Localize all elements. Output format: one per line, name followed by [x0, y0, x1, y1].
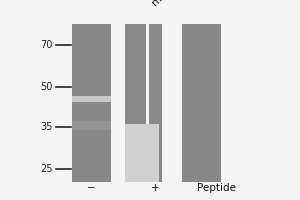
Text: Peptide: Peptide: [196, 183, 236, 193]
Text: 70: 70: [40, 40, 52, 50]
Text: 25: 25: [40, 164, 52, 174]
Bar: [149, 24, 162, 182]
Bar: [72, 24, 111, 182]
Text: +: +: [152, 183, 160, 193]
Bar: [125, 24, 146, 182]
Bar: [72, 121, 111, 130]
Text: −: −: [86, 183, 95, 193]
Bar: [182, 24, 221, 182]
Text: mouse brain: mouse brain: [150, 0, 203, 8]
Bar: [125, 124, 159, 182]
Bar: [72, 96, 111, 102]
Text: 50: 50: [40, 82, 52, 92]
Text: 35: 35: [40, 122, 52, 132]
